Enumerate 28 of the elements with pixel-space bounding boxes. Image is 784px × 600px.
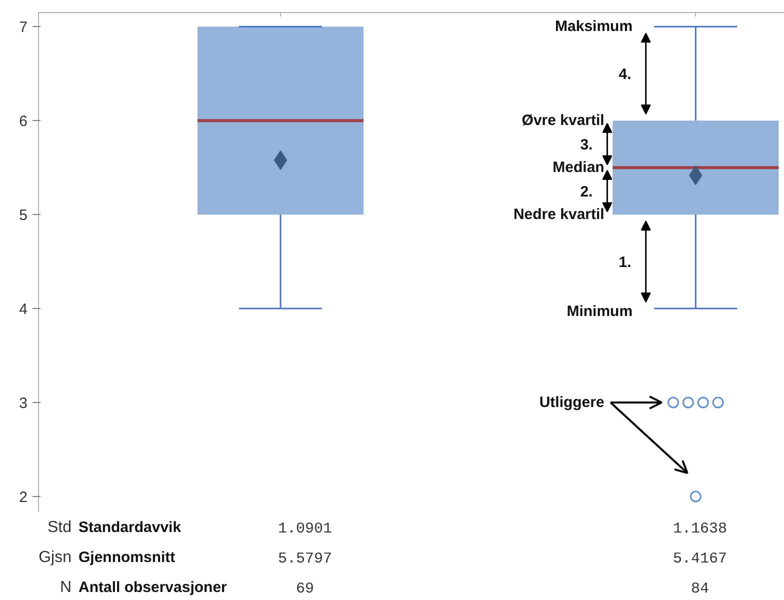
text: 5.5797 (278, 550, 332, 568)
text: Antall observasjoner (78, 579, 228, 596)
annotation: Øvre kvartil (522, 112, 604, 130)
y-tick-label: 7 (19, 19, 28, 36)
text: 84 (690, 580, 709, 598)
text: 1.1638 (672, 520, 727, 538)
text: 5.4167 (672, 550, 727, 568)
text: N (60, 579, 72, 596)
annotation: 4. (618, 66, 632, 84)
annotation: Minimum (566, 303, 633, 320)
annotation: 2. (580, 184, 593, 201)
y-tick-label: 6 (19, 113, 28, 130)
text: Std (47, 519, 72, 536)
text: Standardavvik (78, 519, 182, 536)
annotation: Maksimum (555, 18, 633, 36)
y-tick-label: 5 (19, 207, 28, 224)
text: Gjennomsnitt (78, 549, 176, 566)
text: 1.0901 (278, 520, 332, 538)
annotation: 3. (580, 136, 593, 154)
annotation: Utliggere (539, 394, 604, 412)
y-tick-label: 3 (19, 395, 28, 412)
text: 69 (296, 580, 314, 598)
y-tick-label: 2 (19, 489, 28, 506)
y-tick-label: 4 (19, 301, 28, 318)
annotation: Nedre kvartil (513, 206, 604, 224)
text: Gjsn (38, 549, 72, 566)
annotation: 1. (618, 254, 632, 272)
annotation: Median (552, 159, 604, 176)
